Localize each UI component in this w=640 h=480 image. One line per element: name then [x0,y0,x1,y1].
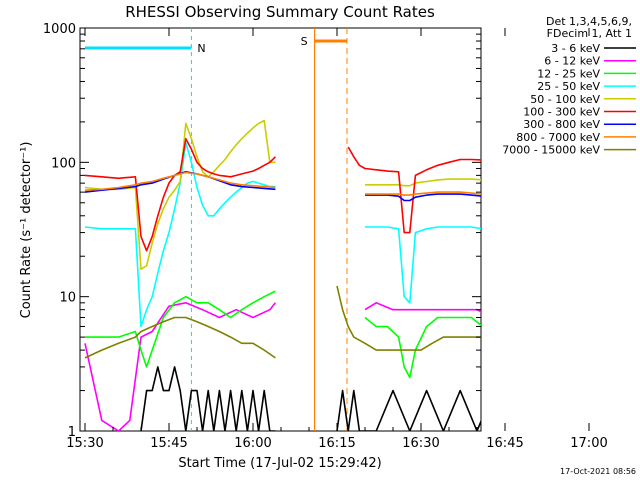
legend-label-4: 50 - 100 keV [530,93,600,106]
y-axis-label: Count Rate (s⁻¹ detector⁻¹) [19,142,34,319]
legend-header-1: Det 1,3,4,5,6,9, [546,15,632,28]
legend-label-0: 3 - 6 keV [551,42,600,55]
series-line-0 [140,366,481,431]
legend-label-1: 6 - 12 keV [544,55,600,68]
series-line-8 [84,285,481,359]
x-tick-label-4: 16:30 [402,436,439,451]
x-tick-label-6: 17:00 [570,436,607,451]
legend: Det 1,3,4,5,6,9, FDecim 1, Att 1 3 - 6 k… [502,15,636,157]
x-tick-label-3: 16:15 [318,436,355,451]
y-tick-label-3: 1000 [43,22,76,37]
legend-label-3: 25 - 50 keV [537,80,600,93]
y-tick-label-1: 10 [59,291,76,306]
legend-label-5: 100 - 300 keV [523,106,600,119]
legend-header-2: FDecim 1, Att 1 [547,27,632,40]
saa-label: S [301,35,308,48]
series-line-7 [84,171,481,196]
generation-timestamp: 17-Oct-2021 08:56 [560,467,636,476]
x-tick-label-2: 16:00 [234,436,271,451]
x-tick-label-0: 15:30 [66,436,103,451]
x-tick-label-1: 15:45 [150,436,187,451]
axis-ticks: 15:30 15:45 16:00 16:15 16:30 16:45 17:00 1 10 10… [43,22,608,451]
legend-label-8: 7000 - 15000 keV [502,144,600,157]
legend-label-6: 300 - 800 keV [523,118,600,131]
chart-marks: NS [84,28,481,431]
x-tick-label-5: 16:45 [486,436,523,451]
series-line-2 [85,290,481,379]
y-tick-label-0: 1 [68,425,76,440]
night-label: N [197,42,205,55]
series-line-5 [84,137,481,252]
x-axis-label: Start Time (17-Jul-02 15:29:42) [178,456,381,471]
series-line-3 [84,141,481,328]
chart-title: RHESSI Observing Summary Count Rates [125,3,435,21]
legend-label-2: 12 - 25 keV [537,67,600,80]
legend-label-7: 800 - 7000 keV [516,131,600,144]
y-tick-label-2: 100 [51,156,76,171]
series-line-4 [84,119,481,270]
